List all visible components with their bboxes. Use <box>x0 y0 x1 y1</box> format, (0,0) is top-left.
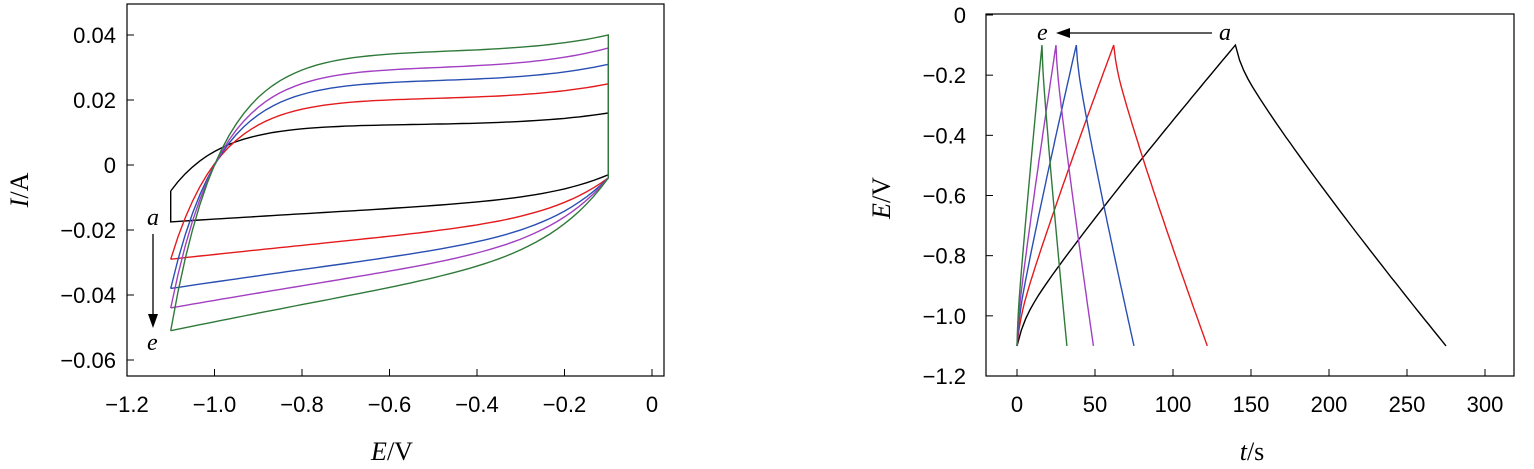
cv-y-tick-label: −0.06 <box>60 348 116 373</box>
gcd-arrow-head <box>1056 28 1070 38</box>
gcd-y-ticks: 0 −0.2 −0.4 −0.6 −0.8 −1.0 −1.2 <box>923 3 993 389</box>
cv-y-tick-label: 0.02 <box>73 88 116 113</box>
cv-x-tick-label: −0.6 <box>368 392 411 417</box>
cv-annotation-a: a <box>147 205 159 231</box>
cv-series-4-line <box>170 34 609 332</box>
cv-y-tick-label: −0.04 <box>60 283 116 308</box>
gcd-annotation-a: a <box>1219 20 1231 46</box>
cv-y-axis-label: I/A <box>5 172 34 208</box>
gcd-x-ticks: 0 50 100 150 200 250 300 <box>1011 369 1503 417</box>
cv-x-tick-label: −0.2 <box>543 392 586 417</box>
gcd-y-tick-label: −1.2 <box>923 364 966 389</box>
gcd-annotation-e: e <box>1037 20 1048 46</box>
gcd-y-tick-label: −0.6 <box>923 184 966 209</box>
cv-x-tick-label: −0.8 <box>280 392 323 417</box>
cv-series-2-line <box>170 63 609 290</box>
gcd-x-axis-label: t/s <box>1240 437 1265 466</box>
gcd-x-tick-label: 300 <box>1467 392 1504 417</box>
gcd-series-4-line <box>1016 45 1068 346</box>
cv-series-group <box>170 34 609 332</box>
cv-y-tick-label: 0.04 <box>73 23 116 48</box>
gcd-series-0-line <box>1016 43 1447 347</box>
gcd-series-2-line <box>1016 44 1135 347</box>
gcd-y-tick-label: 0 <box>954 3 966 28</box>
gcd-y-tick-label: −0.4 <box>923 123 966 148</box>
gcd-x-tick-label: 150 <box>1233 392 1270 417</box>
cv-annotation-e: e <box>147 330 158 356</box>
gcd-y-tick-label: −0.2 <box>923 63 966 88</box>
cv-y-ticks: 0.04 0.02 0 −0.02 −0.04 −0.06 <box>60 23 134 373</box>
gcd-x-tick-label: 0 <box>1011 392 1023 417</box>
gcd-y-tick-label: −1.0 <box>923 304 966 329</box>
cv-series-1-line <box>170 82 609 260</box>
gcd-x-tick-label: 100 <box>1155 392 1192 417</box>
gcd-y-tick-label: −0.8 <box>923 244 966 269</box>
cv-series-3-line <box>170 47 609 309</box>
cv-plot-frame <box>126 3 665 377</box>
gcd-series-3-line <box>1016 44 1095 346</box>
cv-y-tick-label: 0 <box>104 153 116 178</box>
gcd-y-axis-label: E/V <box>867 177 896 220</box>
cv-arrow-head <box>148 314 158 328</box>
gcd-x-tick-label: 200 <box>1311 392 1348 417</box>
cv-x-ticks: −1.2 −1.0 −0.8 −0.6 −0.4 −0.2 0 <box>105 369 658 417</box>
gcd-series-group <box>1016 43 1447 347</box>
cv-x-tick-label: −0.4 <box>455 392 498 417</box>
cv-x-tick-label: 0 <box>646 392 658 417</box>
cv-x-axis-label: E/V <box>370 437 413 466</box>
cv-x-tick-label: −1.2 <box>105 392 148 417</box>
gcd-series-1-line <box>1016 44 1208 347</box>
cv-x-tick-label: −1.0 <box>193 392 236 417</box>
gcd-x-tick-label: 250 <box>1389 392 1426 417</box>
gcd-x-tick-label: 50 <box>1083 392 1107 417</box>
cv-y-tick-label: −0.02 <box>60 218 116 243</box>
